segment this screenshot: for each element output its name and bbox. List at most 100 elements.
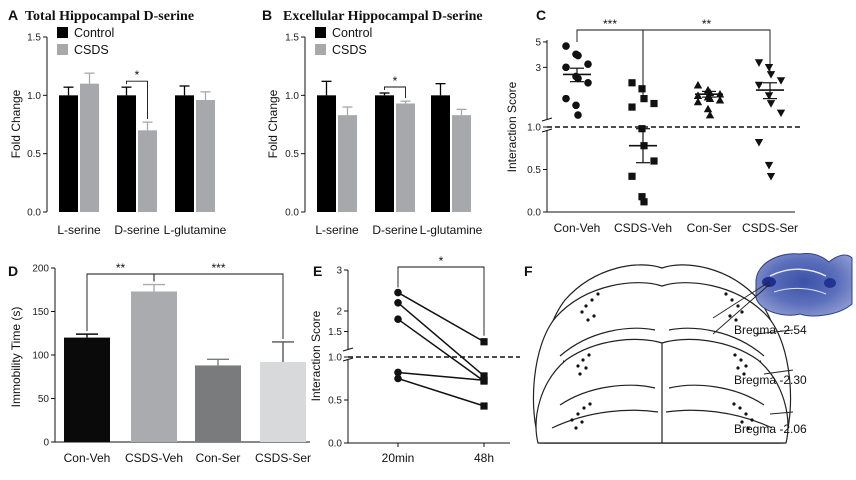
- axis-break-mark: [342, 347, 354, 352]
- data-point: [562, 42, 570, 50]
- data-point: [754, 81, 764, 90]
- x-tick-label: 20min: [382, 451, 415, 465]
- atlas-dot: [728, 314, 732, 318]
- data-point: [754, 138, 764, 147]
- data-point: [574, 111, 582, 119]
- panel-a-ylabel: Fold Change: [9, 89, 23, 158]
- y-tick-label: 0: [43, 438, 49, 449]
- y-tick-label: 1.5: [285, 33, 299, 44]
- atlas-dot: [576, 412, 580, 416]
- panel-b-chart: Excellular Hippocampal D-serine Fold Cha…: [266, 9, 483, 237]
- data-point: [480, 376, 488, 384]
- bar: [260, 361, 306, 442]
- category-label: CSDS-Ser: [255, 451, 311, 465]
- panel-d-chart: Immobility Time (s) 0 50 100 150 200 Con-Veh C…: [9, 261, 311, 465]
- panel-f-atlas: Bregma -2.54 Bregma -2.30 Bregma -2.06: [532, 253, 853, 444]
- data-point: [638, 85, 646, 93]
- atlas-dot: [588, 402, 592, 406]
- bar: [117, 95, 136, 212]
- atlas-dot: [732, 402, 736, 406]
- category-label: L-serine: [315, 223, 359, 237]
- y-tick-label: 50: [38, 394, 50, 405]
- data-point: [628, 172, 636, 180]
- significance-label: **: [116, 261, 126, 275]
- panel-b-title: Excellular Hippocampal D-serine: [283, 9, 483, 24]
- panel-c-ylabel: Interaction Score: [505, 81, 519, 172]
- y-tick-label: 2: [336, 307, 342, 318]
- y-tick-label: 1.0: [527, 123, 541, 134]
- bregma-label: Bregma -2.30: [734, 373, 807, 387]
- y-tick-label: 3: [336, 266, 342, 277]
- atlas-dot: [746, 426, 750, 430]
- bar: [64, 337, 110, 442]
- data-point: [703, 104, 713, 113]
- y-tick-label: 100: [32, 351, 49, 362]
- significance-bracket: [642, 29, 771, 98]
- category-label: Con-Veh: [554, 221, 601, 235]
- atlas-dot: [586, 318, 590, 322]
- significance-bracket: [126, 80, 148, 120]
- axis-break-mark: [541, 128, 553, 133]
- atlas-dot: [578, 372, 582, 376]
- category-label: L-glutamine: [164, 223, 227, 237]
- y-tick-label: 0.5: [328, 396, 342, 407]
- bregma-label: Bregma -2.06: [734, 422, 807, 436]
- series-line: [397, 371, 485, 381]
- category-label: L-glutamine: [420, 223, 483, 237]
- panel-f-letter: F: [524, 263, 533, 279]
- atlas-dot: [730, 298, 734, 302]
- data-point: [574, 51, 582, 60]
- panel-c-letter: C: [536, 7, 546, 23]
- atlas-injection-dots: [570, 292, 754, 430]
- data-point: [584, 78, 592, 87]
- panel-b-ylabel: Fold Change: [266, 89, 280, 158]
- atlas-dot: [736, 304, 740, 308]
- panel-a-letter: A: [8, 7, 18, 23]
- data-point: [584, 60, 592, 68]
- category-label: CSDS-Ser: [742, 221, 798, 235]
- category-label: Con-Veh: [64, 451, 111, 465]
- nissl-section-photo: [755, 253, 853, 317]
- y-tick-label: 0.0: [328, 439, 342, 450]
- category-label: CSDS-Veh: [614, 221, 672, 235]
- y-tick-label: 1.0: [328, 353, 342, 364]
- y-tick-label: 1.0: [285, 91, 299, 102]
- data-point: [705, 110, 715, 119]
- atlas-dot: [580, 420, 584, 424]
- panel-d-letter: D: [8, 263, 18, 279]
- y-tick-label: 1.5: [328, 327, 342, 338]
- y-tick-label: 0.0: [285, 208, 299, 219]
- significance-label: ***: [603, 17, 617, 31]
- atlas-dot: [580, 310, 584, 314]
- panel-e-chart: Interaction Score 0.0 0.5 1.0 1.5 2 3 20min 48h…: [309, 254, 520, 465]
- bar: [317, 95, 336, 212]
- category-label: L-serine: [57, 223, 101, 237]
- significance-label: *: [135, 68, 140, 82]
- atlas-dot: [740, 310, 744, 314]
- legend-csds-label-a: CSDS: [74, 43, 109, 57]
- y-tick-label: 1.0: [27, 91, 41, 102]
- bar: [338, 115, 357, 212]
- data-point: [394, 374, 402, 383]
- significance-label: *: [393, 74, 398, 88]
- y-tick-label: 0.0: [27, 208, 41, 219]
- panel-a-chart: Total Hippocampal D-serine Fold Change C…: [9, 9, 227, 237]
- data-point: [394, 288, 402, 297]
- y-tick-label: 0.5: [27, 149, 41, 160]
- photo-pointer-line: [712, 283, 771, 335]
- data-point: [715, 96, 725, 104]
- panel-e-ylabel: Interaction Score: [309, 310, 323, 401]
- atlas-dot: [736, 366, 740, 370]
- bar: [431, 95, 450, 212]
- atlas-dot: [584, 366, 588, 370]
- data-point: [638, 193, 646, 201]
- atlas-dot: [733, 353, 737, 357]
- bregma-pointer-line: [755, 329, 794, 335]
- data-point: [776, 109, 786, 118]
- atlas-dot: [582, 406, 586, 410]
- data-point: [562, 94, 570, 103]
- atlas-dot: [592, 314, 596, 318]
- atlas-dot: [744, 364, 748, 368]
- data-point: [394, 315, 402, 324]
